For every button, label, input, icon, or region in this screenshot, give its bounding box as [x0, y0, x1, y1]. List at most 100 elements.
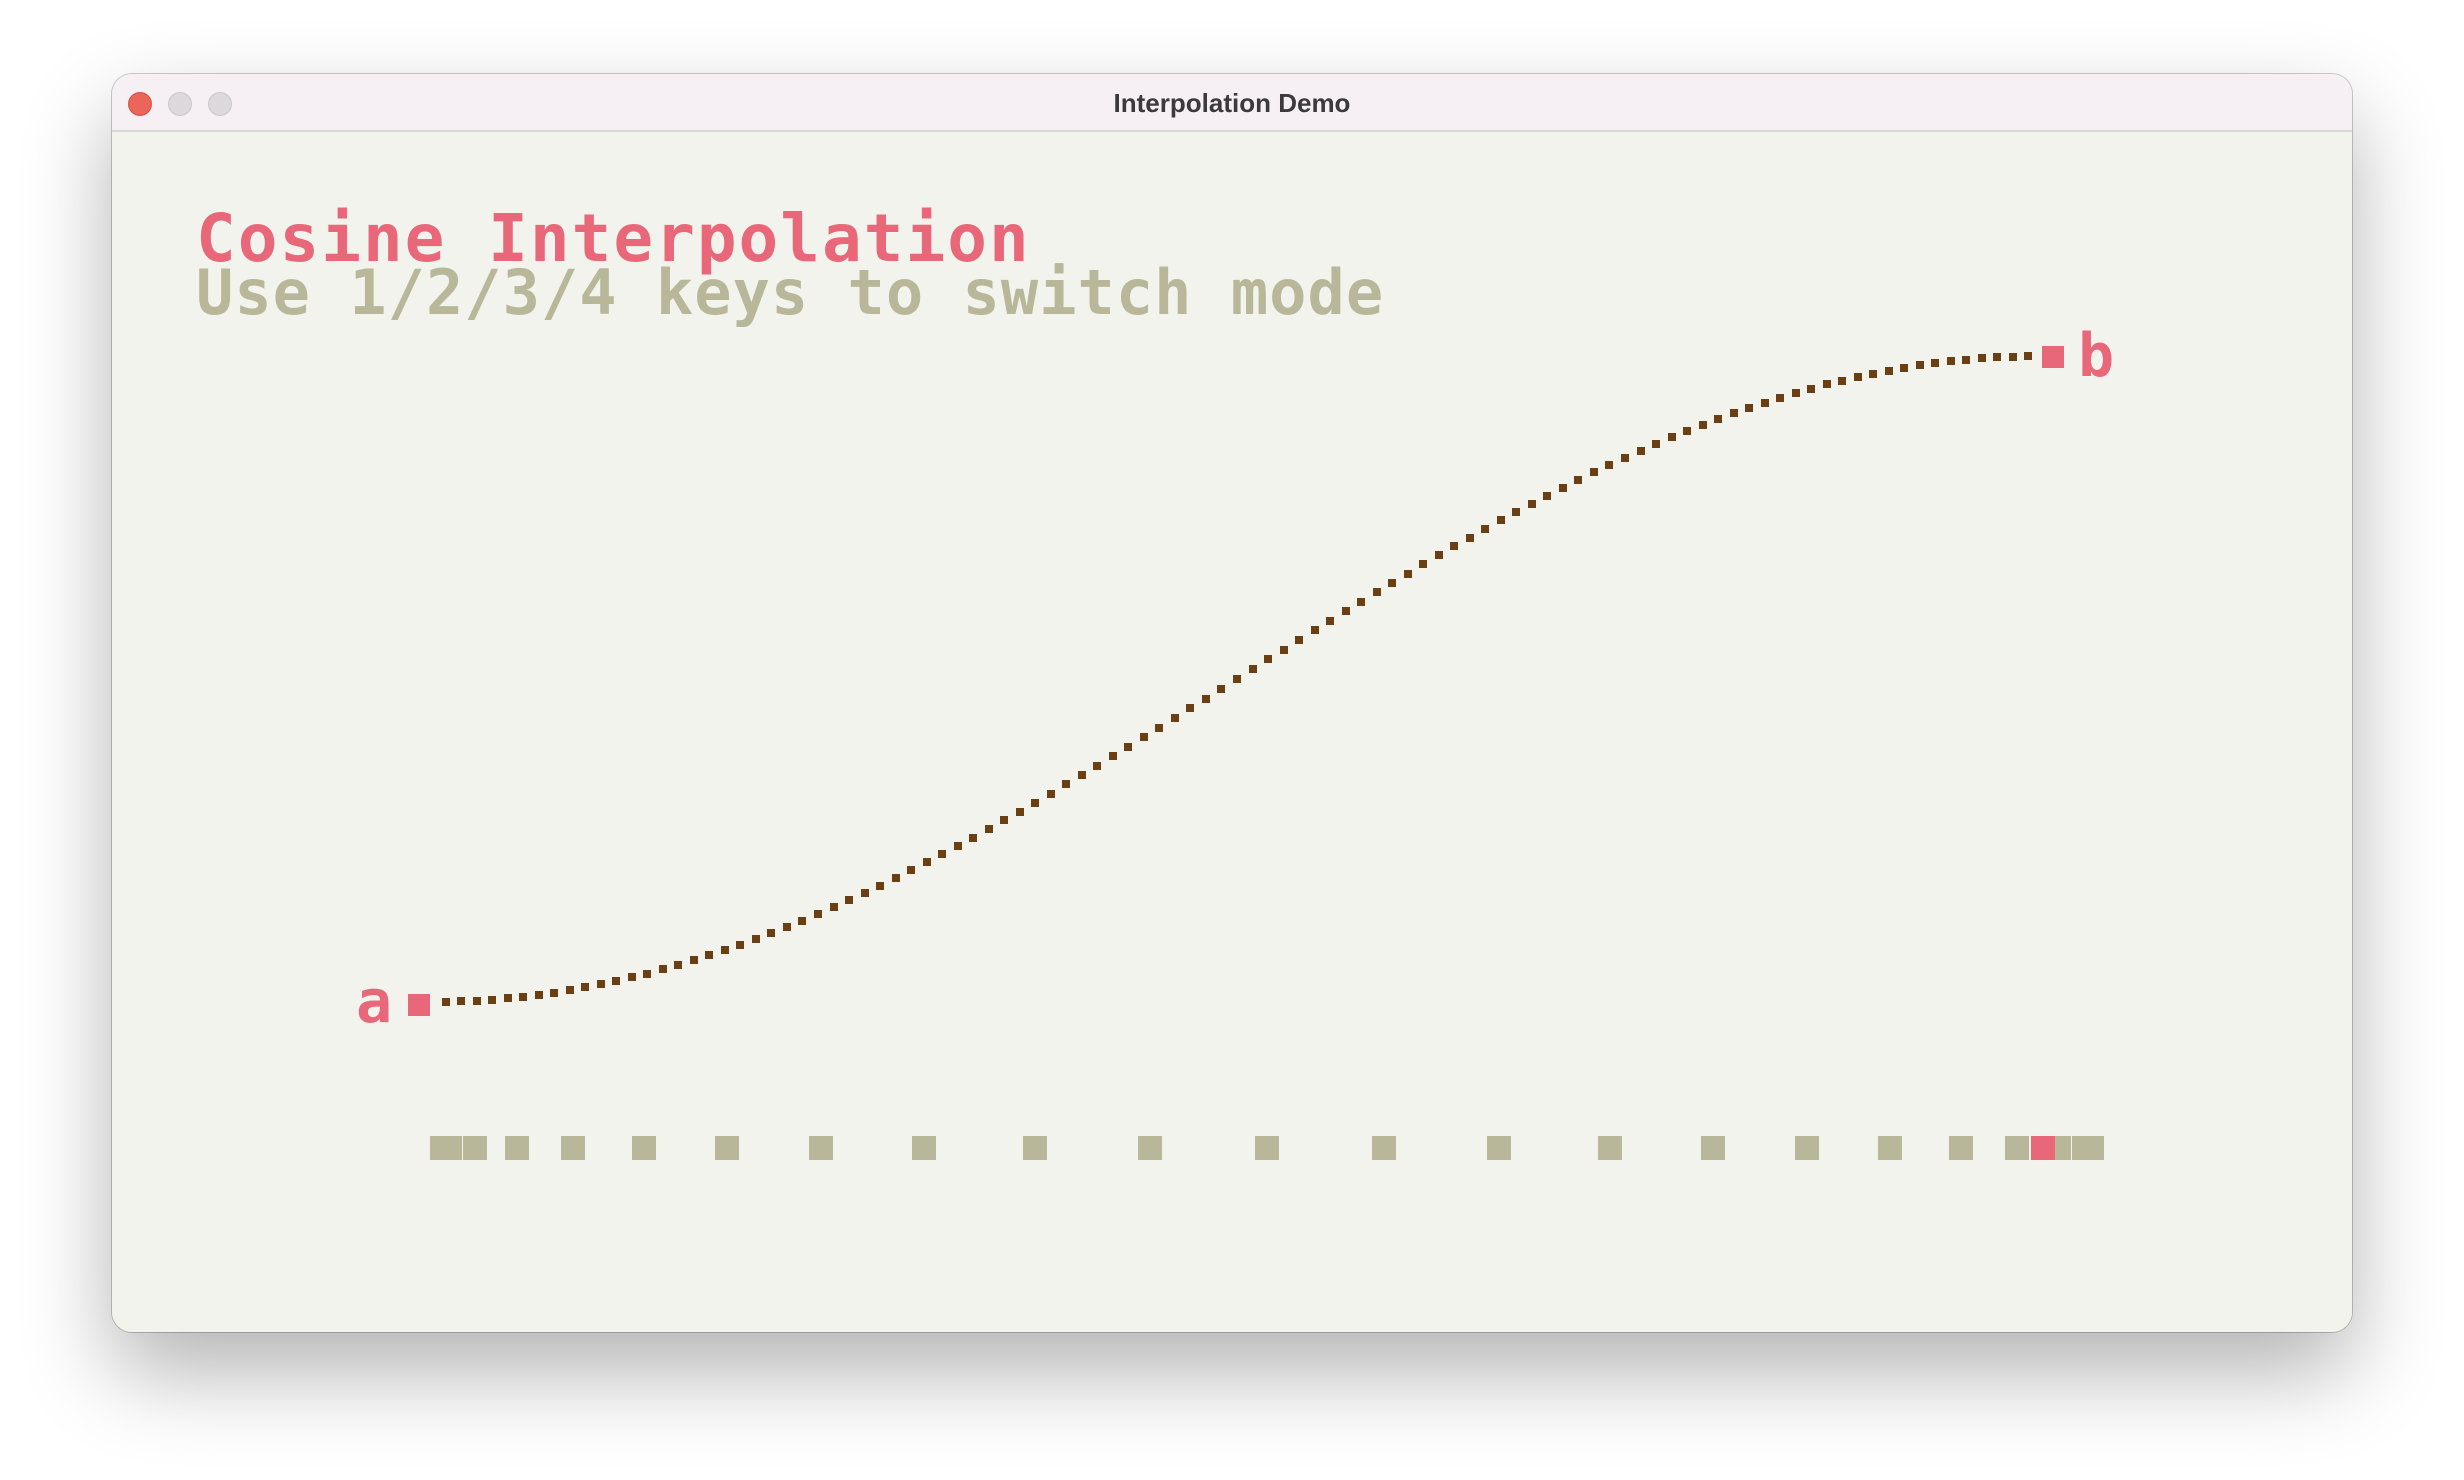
curve-dot — [1543, 492, 1551, 500]
curve-dot — [969, 834, 977, 842]
curve-dot — [1497, 516, 1505, 524]
timeline-tick — [1255, 1136, 1279, 1160]
curve-dot — [1699, 421, 1707, 429]
curve-dot — [1295, 636, 1303, 644]
curve-dot — [1962, 356, 1970, 364]
curve-dot — [550, 989, 558, 997]
timeline-track — [430, 1136, 2104, 1160]
curve-dot — [442, 998, 450, 1006]
timeline-tick — [1138, 1136, 1162, 1160]
timeline-tick — [632, 1136, 656, 1160]
curve-dot — [814, 910, 822, 918]
curve-dot — [1481, 525, 1489, 533]
curve-dot — [504, 994, 512, 1002]
curve-dot — [1109, 752, 1117, 760]
curve-dot — [830, 903, 838, 911]
close-window-button[interactable] — [128, 92, 152, 116]
curve-dot — [721, 946, 729, 954]
timeline-cursor — [2031, 1136, 2055, 1160]
window-title: Interpolation Demo — [1113, 88, 1351, 118]
app-window: Interpolation Demo Cosine Interpolation … — [112, 74, 2352, 1332]
zoom-window-button[interactable] — [208, 92, 232, 116]
timeline-tick — [561, 1136, 585, 1160]
interpolated-curve — [442, 352, 2032, 1006]
curve-dot — [861, 889, 869, 897]
curve-dot — [783, 923, 791, 931]
curve-dot — [1155, 724, 1163, 732]
curve-dot — [1559, 484, 1567, 492]
curve-dot — [628, 973, 636, 981]
timeline-tick — [463, 1136, 487, 1160]
curve-dot — [1404, 570, 1412, 578]
curve-dot — [767, 929, 775, 937]
curve-dot — [535, 991, 543, 999]
curve-dot — [457, 997, 465, 1005]
curve-dot — [1993, 353, 2001, 361]
curve-dot — [1435, 551, 1443, 559]
title-bar: Interpolation Demo — [112, 74, 2352, 132]
curve-dot — [938, 850, 946, 858]
curve-dot — [2024, 352, 2032, 360]
demo-canvas[interactable]: Cosine Interpolation Use 1/2/3/4 keys to… — [112, 132, 2352, 1332]
curve-dot — [907, 866, 915, 874]
timeline-tick — [1878, 1136, 1902, 1160]
curve-dot — [1978, 354, 1986, 362]
curve-dot — [1512, 508, 1520, 516]
curve-dot — [1419, 560, 1427, 568]
curve-dot — [1838, 377, 1846, 385]
curve-dot — [1621, 454, 1629, 462]
curve-dot — [1140, 733, 1148, 741]
curve-dot — [1311, 626, 1319, 634]
curve-dot — [612, 977, 620, 985]
curve-dot — [1574, 476, 1582, 484]
point-b-marker — [2042, 346, 2064, 368]
timeline-tick — [2080, 1136, 2104, 1160]
curve-dot — [690, 956, 698, 964]
curve-dot — [1171, 714, 1179, 722]
curve-dot — [1373, 588, 1381, 596]
mode-title: Cosine Interpolation — [196, 200, 1031, 277]
curve-dot — [1869, 370, 1877, 378]
curve-dot — [1249, 665, 1257, 673]
curve-dot — [1264, 655, 1272, 663]
curve-dot — [1668, 433, 1676, 441]
curve-dot — [1078, 771, 1086, 779]
curve-dot — [985, 825, 993, 833]
curve-dot — [1466, 534, 1474, 542]
curve-dot — [1233, 675, 1241, 683]
point-a-label: a — [356, 967, 393, 1037]
curve-dot — [1000, 816, 1008, 824]
curve-dot — [876, 882, 884, 890]
curve-dot — [1714, 415, 1722, 423]
curve-dot — [1093, 762, 1101, 770]
curve-dot — [1016, 808, 1024, 816]
timeline-tick — [2005, 1136, 2029, 1160]
curve-dot — [752, 935, 760, 943]
timeline-tick — [809, 1136, 833, 1160]
curve-dot — [1062, 780, 1070, 788]
timeline-tick — [505, 1136, 529, 1160]
curve-dot — [643, 970, 651, 978]
timeline-tick — [715, 1136, 739, 1160]
curve-dot — [597, 980, 605, 988]
minimize-window-button[interactable] — [168, 92, 192, 116]
curve-dot — [1745, 404, 1753, 412]
curve-dot — [1900, 364, 1908, 372]
curve-dot — [1761, 399, 1769, 407]
curve-dot — [1528, 500, 1536, 508]
timeline-tick — [912, 1136, 936, 1160]
timeline-tick — [1372, 1136, 1396, 1160]
timeline-tick — [1023, 1136, 1047, 1160]
curve-dot — [1342, 607, 1350, 615]
curve-dot — [674, 961, 682, 969]
curve-dot — [1280, 646, 1288, 654]
curve-dot — [1450, 542, 1458, 550]
curve-dot — [1947, 357, 1955, 365]
curve-dot — [473, 997, 481, 1005]
curve-dot — [1854, 373, 1862, 381]
curve-dot — [798, 917, 806, 925]
curve-dot — [736, 941, 744, 949]
curve-dot — [1652, 440, 1660, 448]
curve-dot — [1357, 598, 1365, 606]
curve-dot — [1730, 409, 1738, 417]
